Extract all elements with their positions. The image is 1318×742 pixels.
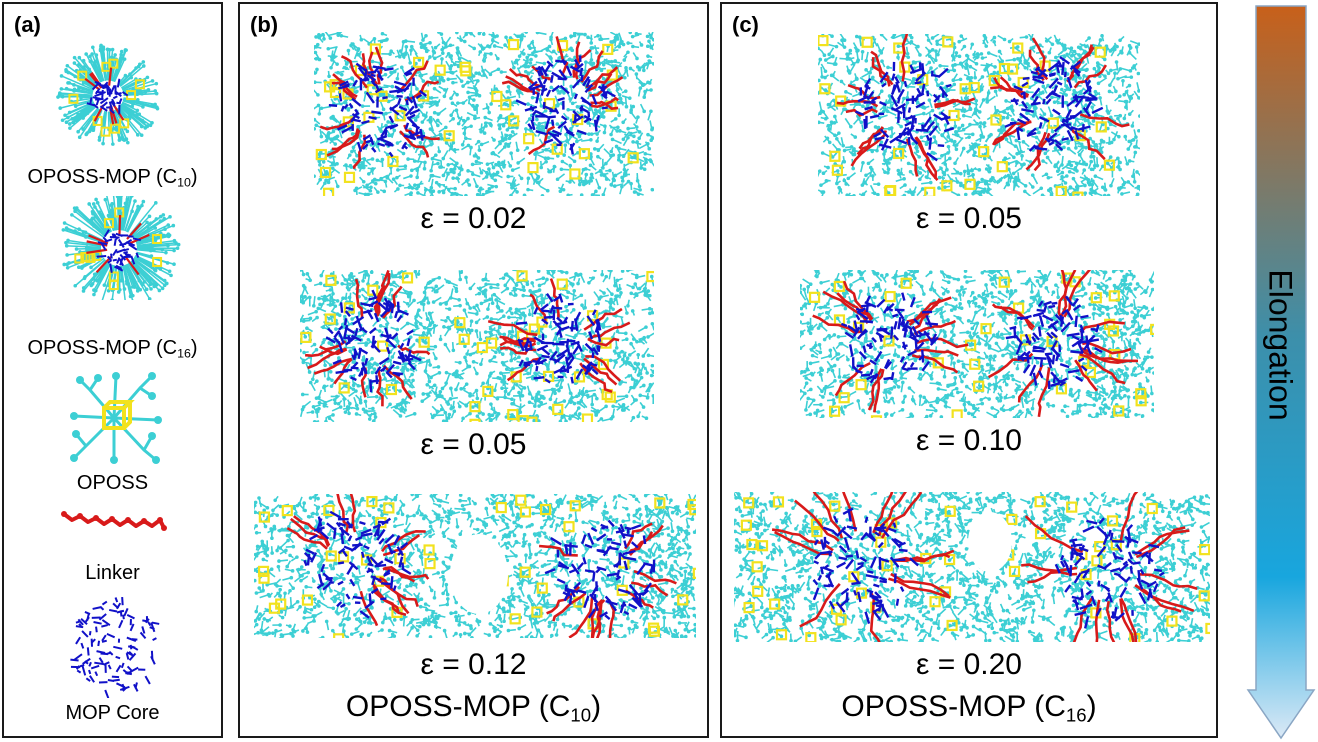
elongation-label: Elongation: [1262, 269, 1299, 421]
oposs-mop-c16-icon: [61, 196, 181, 300]
strain-label-c2: ε = 0.10: [916, 424, 1022, 457]
panel-b-title: OPOSS-MOP (C10): [345, 690, 602, 726]
elongation-arrow: [1246, 5, 1316, 740]
mop-core-caption: MOP Core: [65, 702, 160, 724]
oposs-mop-c10-icon: [56, 43, 160, 146]
snapshot-c-strain-1: [818, 34, 1140, 196]
snapshot-b-strain-2: [300, 270, 654, 422]
panel-b-label: (b): [250, 12, 279, 37]
oposs-molecule-icon: [70, 372, 162, 464]
panel-c: (c) ε = 0.05 ε = 0.10 ε = 0.20 OPOSS-MOP…: [720, 2, 1218, 738]
panel-a-label: (a): [14, 12, 41, 37]
strain-label-b3: ε = 0.12: [420, 648, 527, 681]
linker-chain-icon: [61, 511, 167, 531]
strain-label-c3: ε = 0.20: [916, 648, 1022, 681]
linker-caption: Linker: [85, 562, 140, 584]
snapshot-c-strain-3: [734, 492, 1210, 642]
panel-b: (b) ε = 0.02 ε = 0.05 ε = 0.12 OPOSS-MOP…: [238, 2, 709, 738]
snapshot-b-strain-1: [314, 32, 654, 196]
mop-core-icon: [70, 596, 160, 698]
oposs-caption: OPOSS: [76, 472, 149, 494]
strain-label-b2: ε = 0.05: [420, 428, 527, 461]
panel-c-title: OPOSS-MOP (C16): [841, 690, 1097, 726]
strain-label-b1: ε = 0.02: [420, 202, 527, 235]
oposs-mop-c16-caption: OPOSS-MOP (C16): [27, 337, 198, 361]
panel-c-label: (c): [732, 12, 759, 37]
panel-a: (a) OPOSS-MOP (C10) OPOSS-MOP (C16) OPOS…: [2, 2, 223, 738]
oposs-mop-c10-caption: OPOSS-MOP (C10): [27, 166, 198, 190]
snapshot-c-strain-2: [800, 270, 1154, 418]
snapshot-b-strain-3: [254, 494, 696, 638]
strain-label-c1: ε = 0.05: [916, 202, 1022, 235]
